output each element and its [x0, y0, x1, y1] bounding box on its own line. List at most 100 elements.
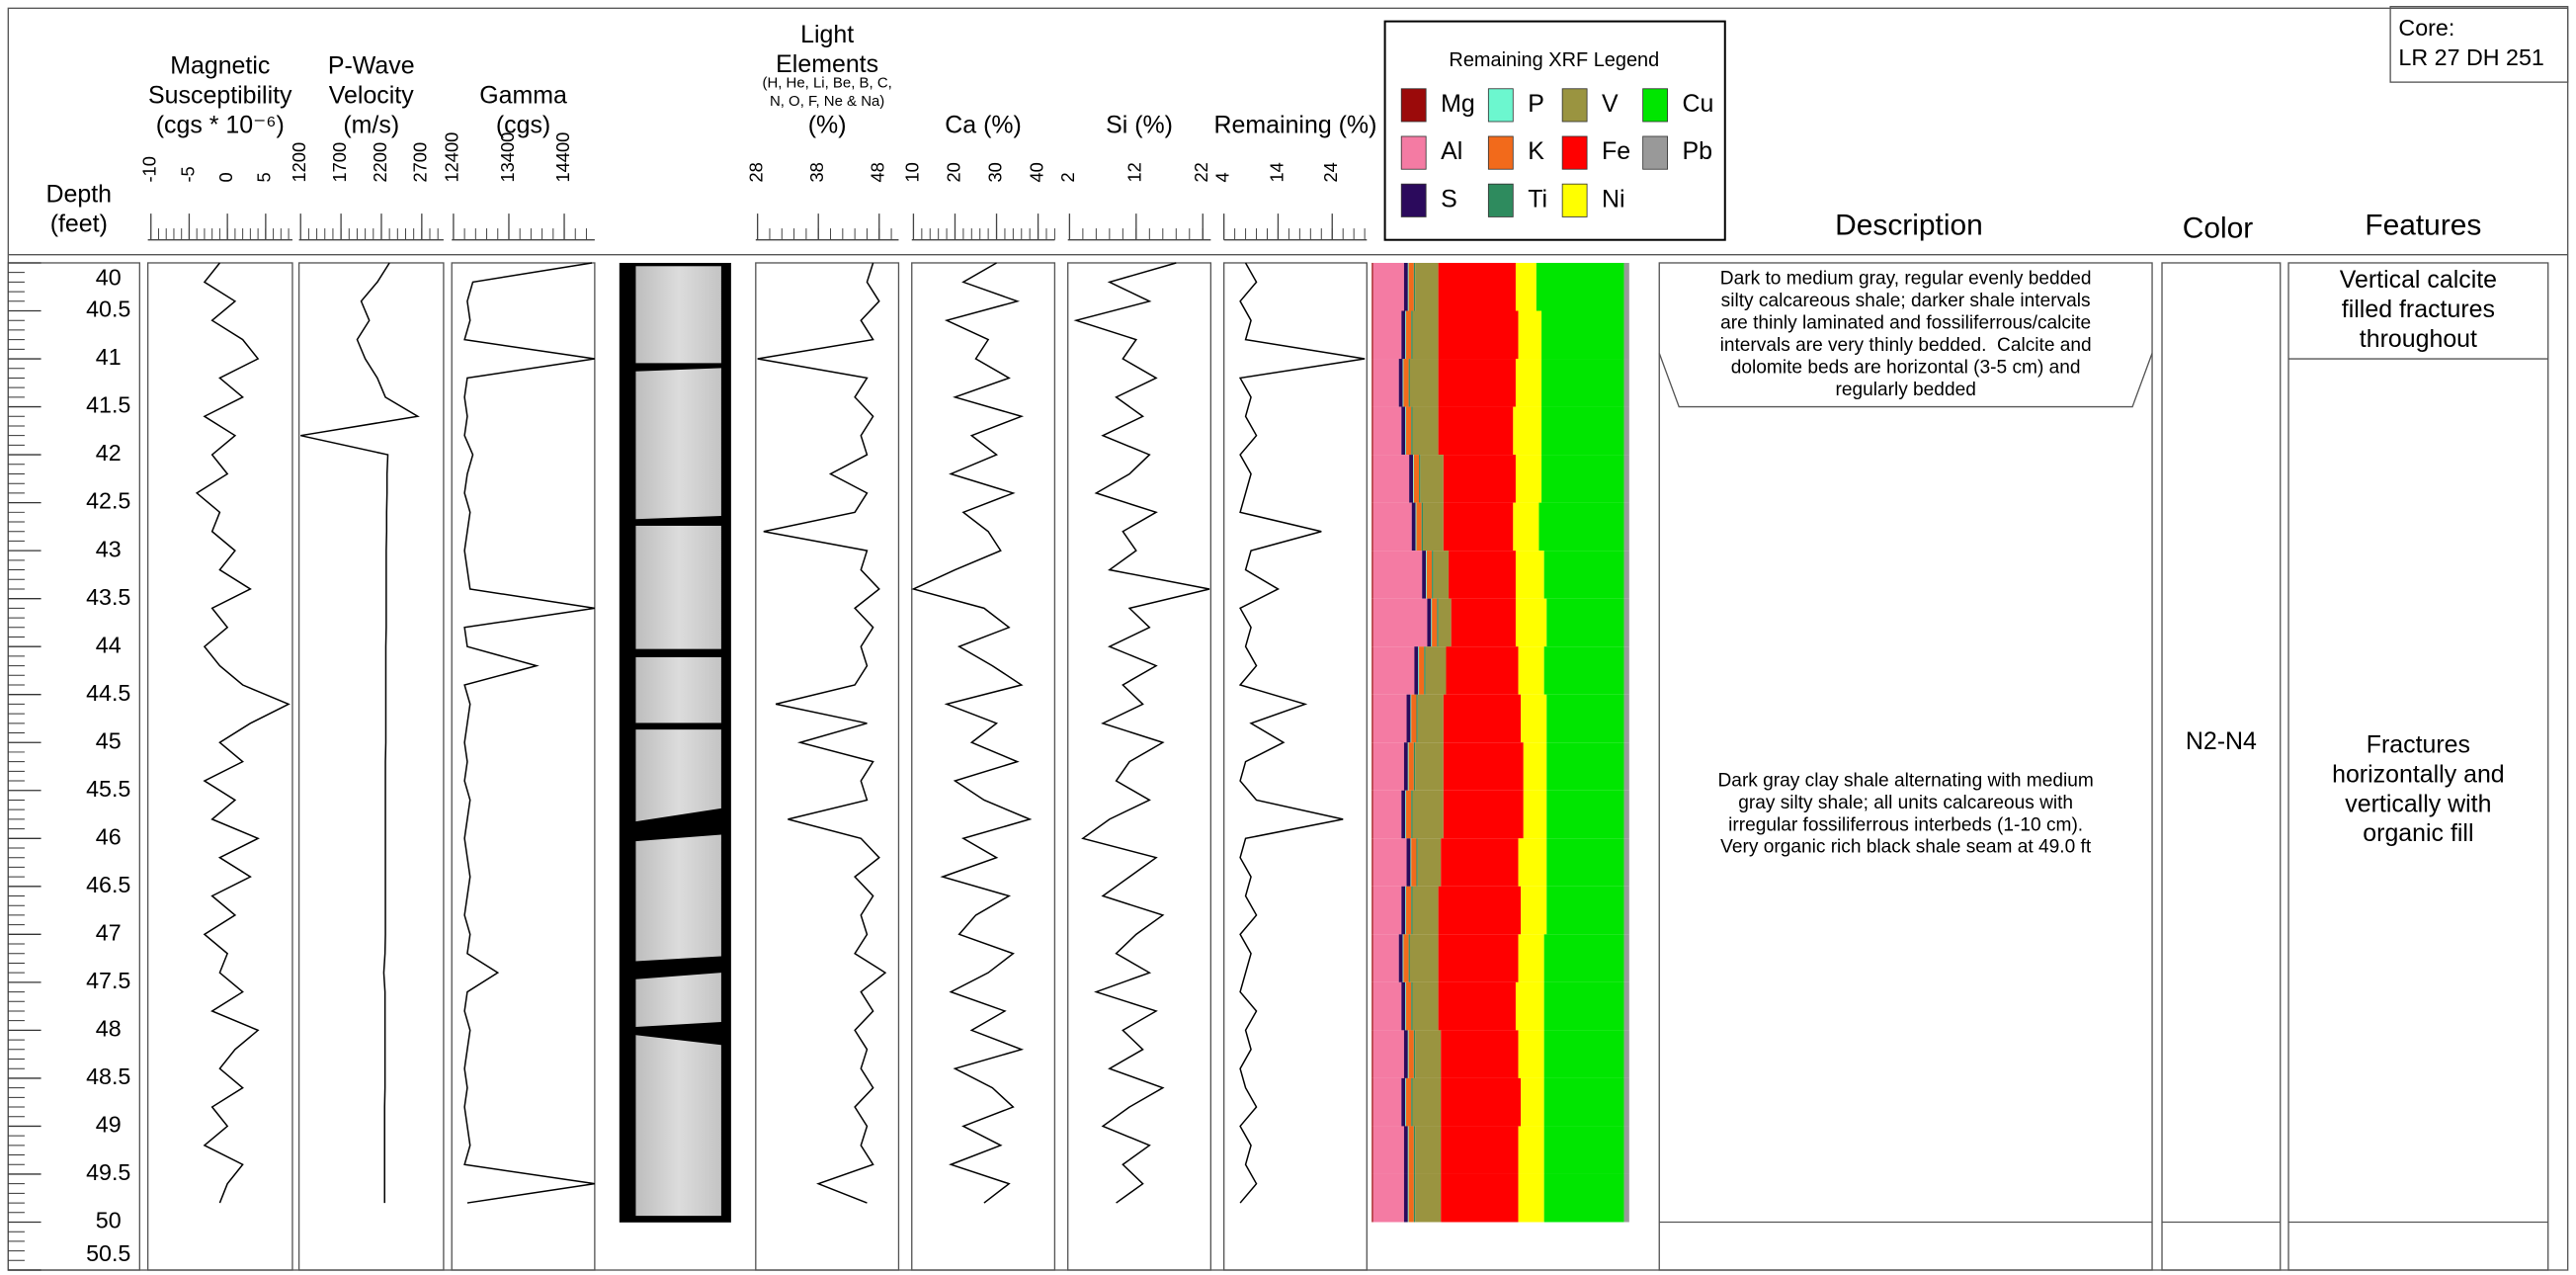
description-text: Very organic rich black shale seam at 49…: [1720, 837, 2092, 858]
xrf-segment: [1373, 887, 1402, 935]
page: Core: LR 27 DH 251 Remaining XRF Legend …: [0, 0, 2576, 1275]
xrf-segment: [1418, 838, 1441, 887]
legend-swatch: [1488, 184, 1513, 216]
description-text: silty calcareous shale; darker shale int…: [1721, 291, 2091, 311]
core-image: [620, 263, 731, 1223]
xrf-segment: [1373, 982, 1402, 1031]
xrf-segment: [1413, 887, 1439, 935]
xrf-segment: [1373, 1030, 1404, 1078]
xrf-segment: [1413, 407, 1439, 456]
depth-label: 43.5: [86, 584, 130, 610]
xrf-segment: [1412, 503, 1416, 552]
depth-label: 43: [96, 536, 122, 561]
x-tick-label: 14: [1266, 162, 1287, 182]
xrf-segment: [1373, 503, 1412, 552]
depth-label: 46.5: [86, 872, 130, 897]
features-text: vertically with: [2345, 790, 2491, 817]
track-box: [452, 263, 595, 1270]
xrf-segment: [1371, 599, 1372, 647]
track-title: (cgs * 10⁻⁶): [156, 112, 285, 139]
features-title: Features: [2365, 209, 2481, 241]
xrf-segment: [1414, 455, 1419, 503]
xrf-segment: [1441, 1078, 1521, 1127]
xrf-segment: [1624, 1030, 1629, 1078]
track-title: Remaining (%): [1214, 112, 1377, 139]
xrf-segment: [1624, 407, 1629, 456]
xrf-segment: [1444, 695, 1521, 743]
xrf-segment: [1411, 1078, 1412, 1127]
xrf-segment: [1411, 838, 1416, 887]
xrf-segment: [1413, 791, 1444, 839]
xrf-segment: [1420, 455, 1443, 503]
xrf-segment: [1373, 838, 1407, 887]
xrf-segment: [1516, 599, 1546, 647]
xrf-segment: [1624, 982, 1629, 1031]
xrf-segment: [1441, 838, 1518, 887]
xrf-segment: [1624, 1126, 1629, 1174]
description-text: irregular fossiliferrous interbeds (1-10…: [1728, 814, 2083, 835]
depth-label: 42.5: [86, 488, 130, 514]
xrf-segment: [1401, 791, 1405, 839]
xrf-segment: [1432, 599, 1437, 647]
log-curve: [1076, 263, 1209, 1203]
xrf-segment: [1399, 934, 1403, 982]
xrf-segment: [1371, 1078, 1372, 1127]
x-tick-label: 2200: [370, 142, 390, 183]
xrf-segment: [1408, 742, 1409, 791]
xrf-segment: [1371, 1030, 1372, 1078]
xrf-segment: [1371, 551, 1372, 599]
xrf-segment: [1373, 1126, 1404, 1174]
xrf-segment: [1444, 455, 1516, 503]
xrf-segment: [1544, 1126, 1624, 1174]
depth-label: 47: [96, 919, 122, 945]
xrf-segment: [1407, 838, 1411, 887]
xrf-segment: [1444, 503, 1513, 552]
xrf-segment: [1401, 1078, 1405, 1127]
features-text: Fractures: [2367, 730, 2470, 758]
xrf-segment: [1371, 982, 1372, 1031]
legend-label: P: [1528, 90, 1544, 118]
xrf-segment: [1403, 934, 1408, 982]
depth-label: 40.5: [86, 297, 130, 322]
depth-label: 41: [96, 344, 122, 370]
xrf-segment: [1404, 1174, 1408, 1223]
log-curve: [300, 263, 418, 1203]
xrf-segment: [1624, 455, 1629, 503]
log-curve: [758, 263, 885, 1203]
xrf-segment: [1544, 1078, 1624, 1127]
track-note: N, O, F, Ne & Na): [770, 93, 884, 110]
xrf-segment: [1404, 1126, 1408, 1174]
xrf-segment: [1513, 407, 1541, 456]
xrf-segment: [1413, 1078, 1442, 1127]
xrf-segment: [1408, 1174, 1409, 1223]
core-piece: [635, 973, 720, 1027]
xrf-segment: [1544, 1174, 1624, 1223]
depth-label: 48.5: [86, 1063, 130, 1089]
xrf-segment: [1427, 551, 1432, 599]
track-title: Velocity: [329, 82, 414, 110]
xrf-segment: [1521, 695, 1546, 743]
xrf-segment: [1439, 599, 1452, 647]
outer-frame: [8, 8, 2567, 1270]
depth-label: 49.5: [86, 1159, 130, 1185]
xrf-segment: [1541, 455, 1624, 503]
xrf-segment: [1418, 695, 1444, 743]
xrf-segment: [1418, 646, 1419, 695]
xrf-segment: [1373, 455, 1410, 503]
track-title: Elements: [776, 50, 878, 78]
xrf-segment: [1411, 982, 1412, 1031]
track-title: (m/s): [343, 112, 399, 139]
xrf-segment: [1624, 838, 1629, 887]
xrf-segment: [1544, 551, 1624, 599]
color-box: [2162, 263, 2281, 1270]
xrf-segment: [1406, 982, 1411, 1031]
xrf-segment: [1404, 742, 1408, 791]
xrf-segment: [1373, 551, 1423, 599]
xrf-segment: [1409, 742, 1414, 791]
depth-label: 44: [96, 632, 122, 657]
legend-label: V: [1602, 90, 1619, 118]
depth-label: 50: [96, 1208, 122, 1233]
depth-label: 45: [96, 727, 122, 753]
xrf-segment: [1541, 311, 1624, 360]
xrf-segment: [1371, 455, 1372, 503]
